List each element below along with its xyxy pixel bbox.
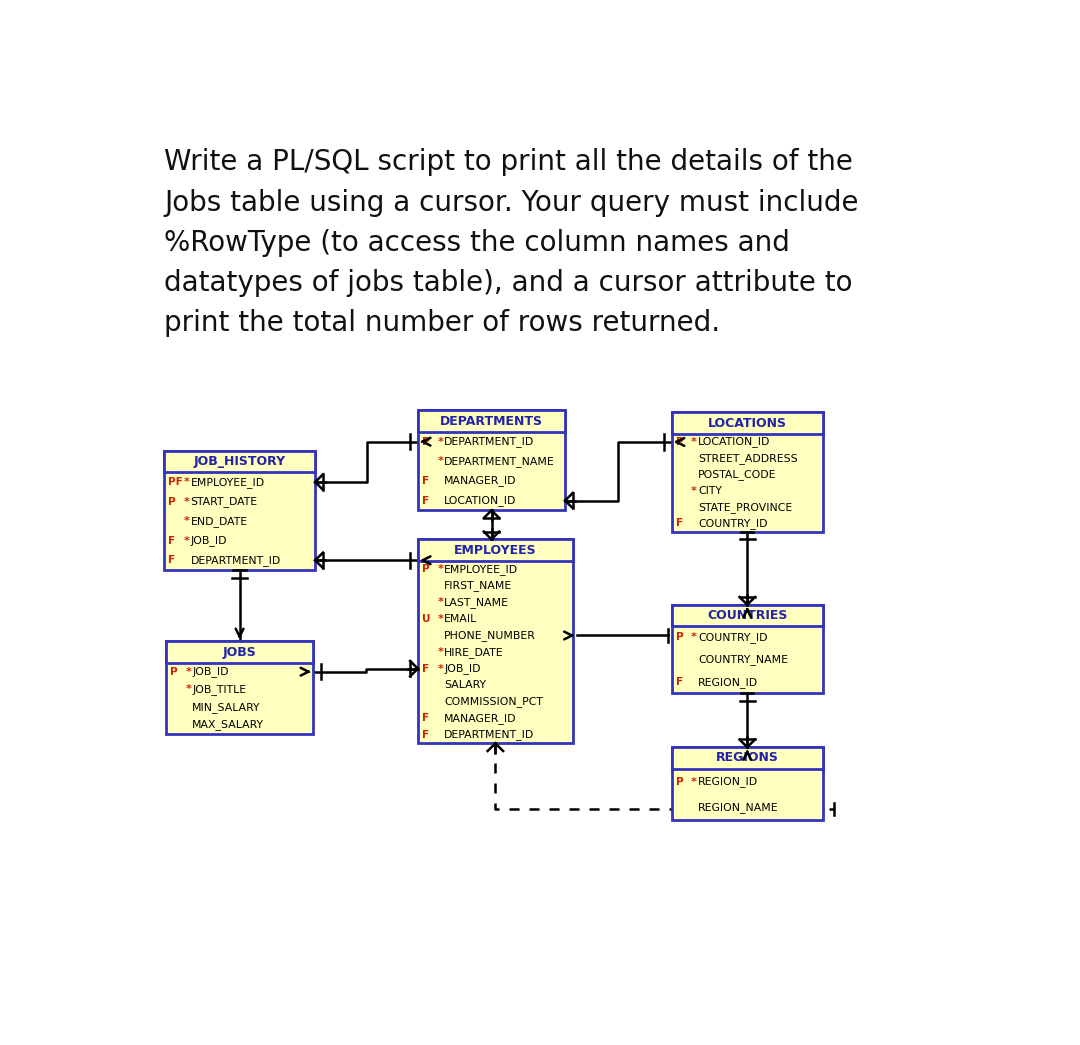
Text: *: * (691, 632, 697, 643)
Text: REGION_ID: REGION_ID (698, 677, 758, 688)
Bar (672, 605, 823, 626)
Bar (672, 747, 823, 769)
Text: STREET_ADDRESS: STREET_ADDRESS (698, 452, 798, 464)
Text: *: * (186, 684, 191, 695)
Bar (672, 412, 823, 434)
Text: datatypes of jobs table), and a cursor attribute to: datatypes of jobs table), and a cursor a… (164, 269, 853, 297)
Text: *: * (691, 486, 697, 495)
Text: LOCATION_ID: LOCATION_ID (698, 437, 770, 447)
Text: F: F (422, 714, 429, 723)
Text: Jobs table using a cursor. Your query must include: Jobs table using a cursor. Your query mu… (164, 188, 859, 216)
Text: END_DATE: END_DATE (190, 516, 247, 527)
Text: *: * (437, 598, 443, 607)
Text: REGION_NAME: REGION_NAME (698, 802, 779, 813)
Text: COUNTRIES: COUNTRIES (707, 609, 787, 622)
Text: EMPLOYEE_ID: EMPLOYEE_ID (444, 563, 518, 575)
Text: P: P (167, 496, 176, 507)
Text: *: * (437, 664, 443, 674)
Text: PHONE_NUMBER: PHONE_NUMBER (444, 630, 536, 641)
Text: CITY: CITY (698, 486, 721, 495)
Bar (672, 605, 823, 693)
Text: *: * (184, 496, 189, 507)
Text: MAX_SALARY: MAX_SALARY (192, 719, 265, 730)
Bar (418, 539, 572, 561)
Text: P: P (422, 437, 430, 446)
Text: COMMISSION_PCT: COMMISSION_PCT (444, 696, 543, 707)
Bar (672, 747, 823, 820)
Text: LOCATION_ID: LOCATION_ID (444, 495, 516, 506)
Text: LOCATIONS: LOCATIONS (707, 417, 786, 429)
Text: COUNTRY_ID: COUNTRY_ID (698, 632, 768, 643)
Text: JOB_TITLE: JOB_TITLE (192, 684, 246, 695)
Text: EMPLOYEE_ID: EMPLOYEE_ID (190, 477, 265, 488)
Bar (418, 539, 572, 743)
Text: P: P (676, 437, 684, 447)
Bar (164, 450, 315, 472)
Text: DEPARTMENT_NAME: DEPARTMENT_NAME (444, 456, 555, 467)
Text: JOB_ID: JOB_ID (444, 664, 481, 674)
Text: STATE_PROVINCE: STATE_PROVINCE (698, 502, 793, 513)
Text: F: F (422, 730, 429, 740)
Bar (164, 450, 315, 571)
Bar (418, 411, 565, 432)
Text: P: P (676, 632, 684, 643)
Text: PF: PF (167, 478, 183, 487)
Text: *: * (437, 437, 443, 446)
Text: HIRE_DATE: HIRE_DATE (444, 647, 504, 657)
Text: *: * (691, 437, 697, 447)
Text: DEPARTMENT_ID: DEPARTMENT_ID (190, 555, 281, 565)
Text: F: F (422, 495, 429, 506)
Text: EMPLOYEES: EMPLOYEES (454, 543, 537, 557)
Text: *: * (437, 613, 443, 624)
Text: MANAGER_ID: MANAGER_ID (444, 475, 516, 486)
Text: SALARY: SALARY (444, 680, 486, 691)
Text: DEPARTMENTS: DEPARTMENTS (440, 415, 543, 427)
Text: JOBS: JOBS (222, 646, 257, 658)
Text: DEPARTMENT_ID: DEPARTMENT_ID (444, 729, 535, 741)
Text: F: F (676, 677, 683, 688)
Text: Write a PL/SQL script to print all the details of the: Write a PL/SQL script to print all the d… (164, 148, 853, 177)
Text: U: U (422, 613, 430, 624)
Text: *: * (186, 667, 191, 677)
Text: REGION_ID: REGION_ID (698, 776, 758, 787)
Bar (418, 411, 565, 510)
Text: COUNTRY_ID: COUNTRY_ID (698, 518, 768, 529)
Text: *: * (437, 647, 443, 657)
Text: REGIONS: REGIONS (716, 751, 779, 765)
Text: *: * (184, 516, 189, 527)
Text: FIRST_NAME: FIRST_NAME (444, 580, 513, 591)
Text: *: * (691, 776, 697, 787)
Text: %RowType (to access the column names and: %RowType (to access the column names and (164, 229, 791, 257)
Text: EMAIL: EMAIL (444, 613, 477, 624)
Text: P: P (170, 667, 177, 677)
Text: JOB_ID: JOB_ID (190, 535, 227, 547)
Text: F: F (422, 664, 429, 674)
Text: *: * (437, 564, 443, 574)
Text: COUNTRY_NAME: COUNTRY_NAME (698, 654, 788, 666)
Text: DEPARTMENT_ID: DEPARTMENT_ID (444, 436, 535, 447)
Text: MANAGER_ID: MANAGER_ID (444, 713, 516, 724)
Bar (672, 412, 823, 532)
Text: *: * (437, 457, 443, 466)
Text: F: F (167, 555, 175, 565)
Text: P: P (422, 564, 430, 574)
Text: *: * (184, 536, 189, 545)
Text: JOB_HISTORY: JOB_HISTORY (193, 455, 286, 468)
Text: F: F (676, 518, 683, 529)
Text: print the total number of rows returned.: print the total number of rows returned. (164, 308, 720, 336)
Text: LAST_NAME: LAST_NAME (444, 597, 510, 608)
Text: MIN_SALARY: MIN_SALARY (192, 701, 261, 713)
Text: F: F (167, 536, 175, 545)
Text: *: * (184, 478, 189, 487)
Text: POSTAL_CODE: POSTAL_CODE (698, 469, 777, 480)
Text: JOB_ID: JOB_ID (192, 667, 229, 677)
Text: START_DATE: START_DATE (190, 496, 257, 507)
Text: F: F (422, 475, 429, 486)
Bar (166, 642, 313, 734)
Text: P: P (676, 776, 684, 787)
Bar (166, 642, 313, 663)
